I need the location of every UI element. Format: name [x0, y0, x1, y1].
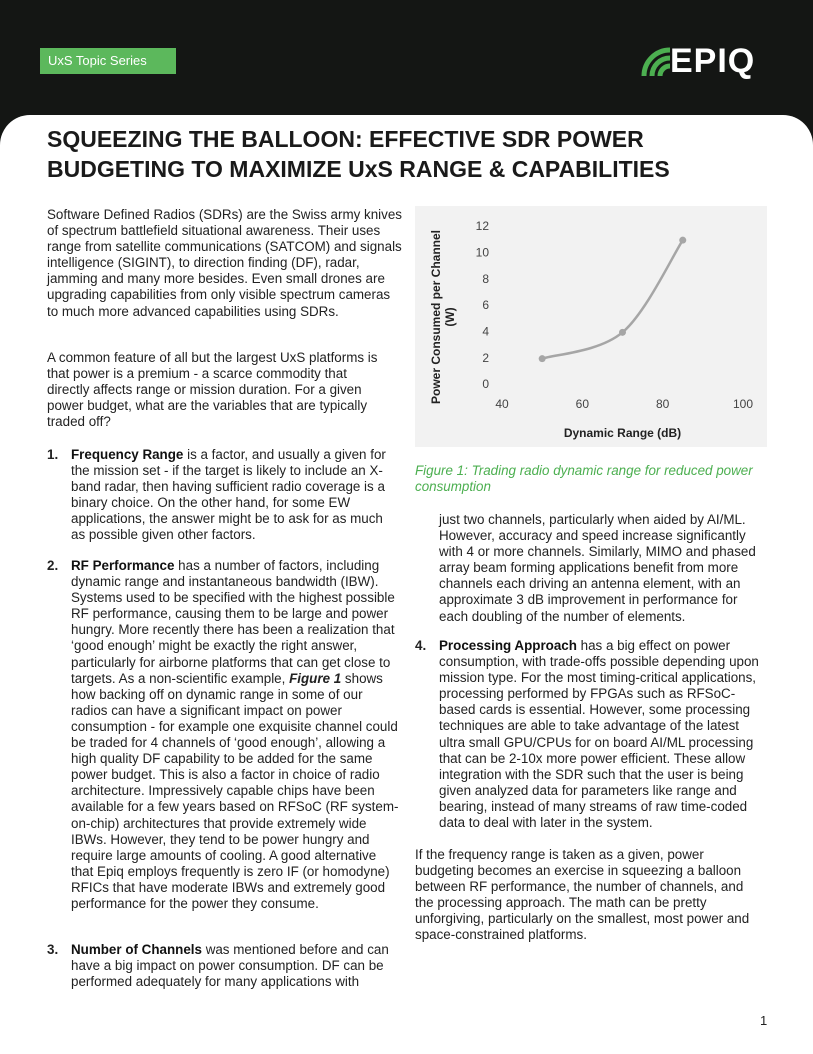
list-item: 4. Processing Approach has a big effect o…	[415, 638, 767, 831]
item-lead: Processing Approach	[439, 638, 577, 653]
data-point	[679, 236, 687, 244]
chart-panel	[415, 206, 767, 447]
logo-icon	[641, 47, 671, 77]
x-tick-label: 80	[656, 397, 670, 411]
y-tick-label: 2	[482, 351, 489, 365]
y-tick-label: 6	[482, 298, 489, 312]
page-sheet	[0, 115, 813, 175]
y-tick-label: 12	[476, 219, 490, 233]
y-tick-label: 0	[482, 377, 489, 391]
item-text: was mentioned before and can have a big …	[71, 942, 389, 990]
item-number: 4.	[415, 638, 427, 653]
paragraph: Software Defined Radios (SDRs) are the S…	[47, 207, 402, 319]
x-tick-label: 100	[733, 397, 753, 411]
item-text: shows how backing off on dynamic range i…	[71, 670, 399, 911]
item-text: has a number of factors, including dynam…	[71, 558, 395, 686]
x-axis-label: Dynamic Range (dB)	[563, 426, 682, 440]
item-number: 2.	[47, 558, 59, 573]
list-item: 1. Frequency Range is a factor, and usual…	[47, 447, 399, 544]
y-tick-label: 4	[482, 325, 489, 339]
item-lead: RF Performance	[71, 558, 175, 573]
y-tick-label: 10	[476, 246, 490, 260]
list-item: 3. Number of Channels was mentioned befor…	[47, 942, 399, 990]
chart: 0 2 4 6 8 10 12 40 60 80 100	[476, 219, 754, 411]
data-point	[538, 355, 546, 363]
x-tick-label: 60	[576, 397, 590, 411]
item-lead: Number of Channels	[71, 942, 202, 957]
data-point	[619, 328, 626, 336]
x-tick-label: 40	[495, 397, 509, 411]
item-continuation: just two channels, particularly when aid…	[439, 512, 756, 624]
y-axis-label: Power Consumed per Channel (W)	[429, 229, 457, 405]
paragraph: A common feature of all but the largest …	[47, 350, 378, 430]
item-text: has a big effect on power consumption, w…	[439, 638, 759, 831]
y-tick-label: 8	[482, 272, 489, 286]
item-number: 3.	[47, 942, 59, 957]
item-lead: Frequency Range	[71, 447, 184, 462]
paragraph: If the frequency range is taken as a giv…	[415, 847, 750, 943]
item-number: 1.	[47, 447, 59, 462]
logo-text: EPIQ	[670, 42, 756, 80]
list-item: 2. RF Performance has a number of factors…	[47, 558, 399, 912]
document-title: SQUEEZING THE BALLOON: EFFECTIVE SDR POW…	[47, 126, 670, 182]
figure-reference: Figure 1	[289, 670, 342, 686]
item-text: is a factor, and usually a given for the…	[71, 447, 386, 543]
data-line	[541, 239, 684, 360]
figure-caption: Figure 1: Trading radio dynamic range fo…	[415, 463, 753, 495]
page-number: 1	[760, 1013, 768, 1028]
series-badge: UxS Topic Series	[40, 48, 176, 74]
